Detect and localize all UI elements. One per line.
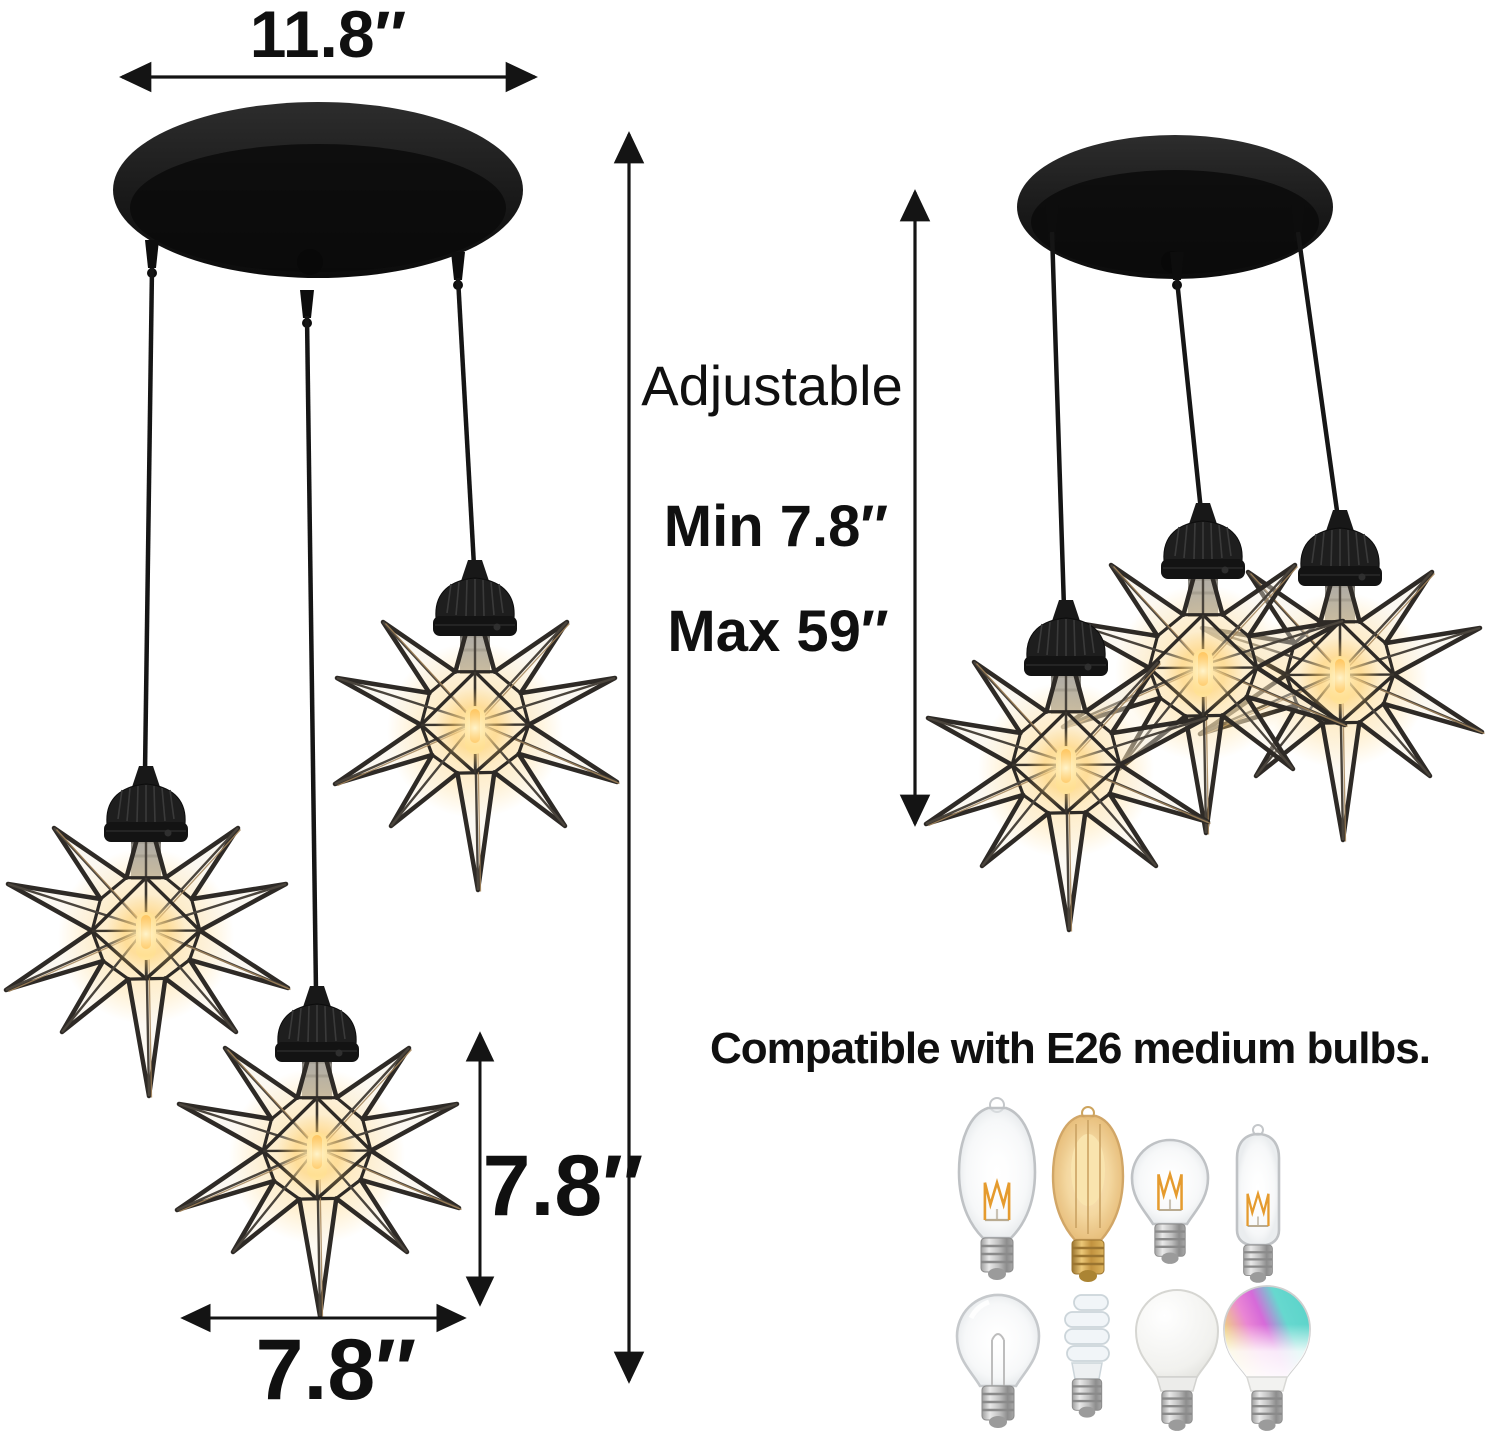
left-cords: [142, 267, 477, 993]
a19-frosted-led-bulb-icon: [1134, 1289, 1220, 1433]
right-cords: [1049, 231, 1341, 609]
min-drop-label: Min 7.8″: [663, 494, 889, 559]
max-drop-label: Max 59″: [667, 599, 889, 664]
a19-clear-incandescent-bulb-icon: [955, 1293, 1041, 1430]
shade-height-label: 7.8″: [482, 1138, 644, 1234]
bulb-compatibility-note: Compatible with E26 medium bulbs.: [710, 1024, 1431, 1073]
moravian-star-pendant: [335, 560, 620, 892]
adjustable-label: Adjustable: [641, 354, 903, 417]
a19-smart-rgb-bulb-icon: [1223, 1285, 1311, 1433]
cfl-spiral-bulb-icon: [1064, 1294, 1110, 1419]
moravian-star-pendant: [6, 766, 291, 1098]
st58-amber-vintage-bulb-icon: [1051, 1106, 1125, 1284]
left-fixture: [6, 102, 620, 1318]
moravian-star-pendant: [177, 986, 462, 1318]
t45-tubular-filament-bulb-icon: [1235, 1124, 1281, 1284]
right-canopy: [1017, 135, 1333, 290]
compatible-bulbs: [955, 1097, 1311, 1433]
shade-width-label: 7.8″: [255, 1322, 417, 1418]
right-fixture: [926, 135, 1485, 932]
dimension-annotations: [119, 61, 931, 1384]
left-canopy: [113, 102, 523, 328]
a19-filament-bulb-icon: [1130, 1138, 1210, 1266]
canopy-width-label: 11.8″: [249, 0, 407, 71]
st64-edison-filament-bulb-icon: [957, 1097, 1037, 1282]
